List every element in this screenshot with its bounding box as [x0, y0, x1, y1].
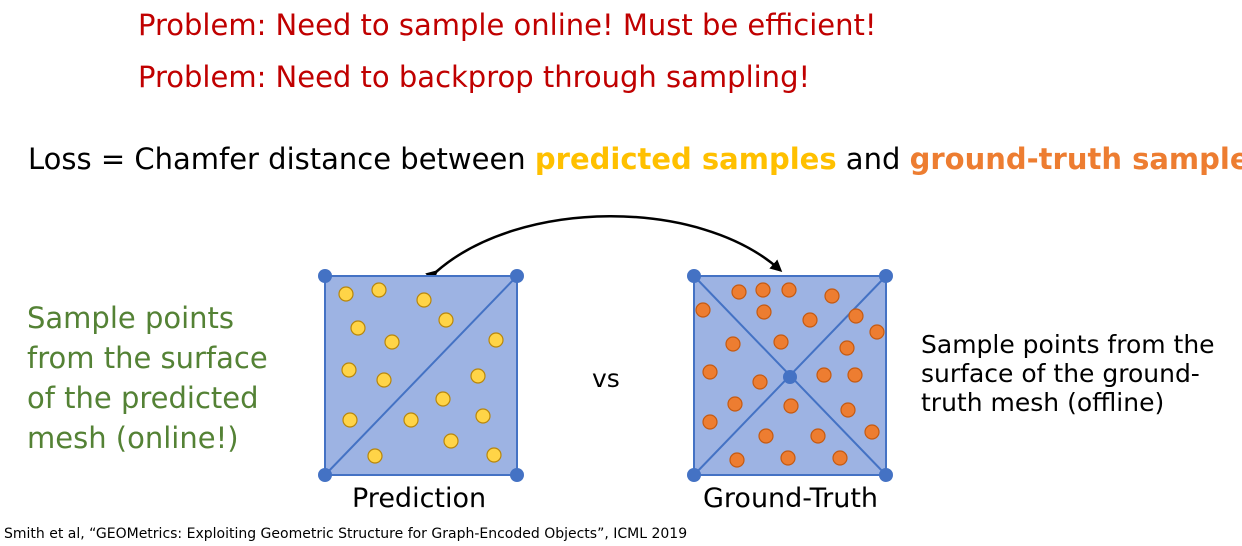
vertex — [318, 269, 332, 283]
sample-point — [384, 334, 400, 350]
vertex — [879, 468, 893, 482]
sample-point — [486, 447, 502, 463]
sample-point — [731, 284, 747, 300]
sample-point — [780, 450, 796, 466]
sample-point — [475, 408, 491, 424]
sample-point — [832, 450, 848, 466]
sample-point — [756, 304, 772, 320]
vertex — [510, 269, 524, 283]
sample-point — [376, 372, 392, 388]
predicted-samples-text: predicted samples — [534, 142, 837, 176]
vertex — [879, 269, 893, 283]
sample-point — [848, 308, 864, 324]
comparison-arrow — [425, 215, 783, 283]
sample-point — [869, 324, 885, 340]
sample-point — [725, 336, 741, 352]
ground-truth-label: Ground-Truth — [703, 483, 879, 514]
sample-point — [729, 452, 745, 468]
prediction-vertices — [318, 269, 524, 482]
loss-definition: Loss = Chamfer distance between predicte… — [28, 142, 1242, 176]
loss-prefix: Loss = Chamfer distance between — [28, 142, 535, 176]
prediction-sampling-description: Sample points from the surface of the pr… — [27, 301, 268, 455]
sample-point — [371, 282, 387, 298]
sample-point — [350, 320, 366, 336]
sample-point — [816, 367, 832, 383]
problem-line-1: Problem: Need to sample online! Must be … — [138, 8, 877, 42]
sample-point — [702, 364, 718, 380]
sample-point — [847, 367, 863, 383]
sample-point — [416, 292, 432, 308]
sample-point — [488, 332, 504, 348]
prediction-label: Prediction — [352, 483, 487, 514]
vertex — [687, 269, 701, 283]
sample-point — [783, 398, 799, 414]
sample-point — [758, 428, 774, 444]
loss-conjunction: and — [836, 142, 910, 176]
sample-point — [338, 286, 354, 302]
vs-label: vs — [592, 364, 620, 393]
sample-point — [839, 340, 855, 356]
ground-truth-sampling-description: Sample points from the surface of the gr… — [921, 330, 1215, 417]
ground-truth-sample-points — [695, 282, 885, 468]
sample-point — [443, 433, 459, 449]
ground-truth-vertices — [687, 269, 893, 482]
ground-truth-samples-text: ground-truth samples — [909, 142, 1242, 176]
sample-point — [435, 391, 451, 407]
problem-line-2: Problem: Need to backprop through sampli… — [138, 60, 811, 94]
sample-point — [727, 396, 743, 412]
sample-point — [367, 448, 383, 464]
sample-point — [755, 282, 771, 298]
vertex — [687, 468, 701, 482]
predicted-sample-points — [338, 282, 504, 464]
vertex — [510, 468, 524, 482]
sample-point — [840, 402, 856, 418]
sample-point — [438, 312, 454, 328]
sample-point — [695, 302, 711, 318]
sample-point — [781, 282, 797, 298]
sample-point — [802, 312, 818, 328]
sample-point — [773, 334, 789, 350]
citation: Smith et al, “GEOMetrics: Exploiting Geo… — [4, 526, 688, 542]
center-vertex — [783, 370, 797, 384]
sample-point — [403, 412, 419, 428]
sample-point — [864, 424, 880, 440]
sample-point — [342, 412, 358, 428]
prediction-mesh-diagonal — [324, 275, 518, 476]
sample-point — [824, 288, 840, 304]
sample-point — [341, 362, 357, 378]
sample-point — [752, 374, 768, 390]
sample-point — [810, 428, 826, 444]
vertex — [318, 468, 332, 482]
sample-point — [702, 414, 718, 430]
sample-point — [470, 368, 486, 384]
